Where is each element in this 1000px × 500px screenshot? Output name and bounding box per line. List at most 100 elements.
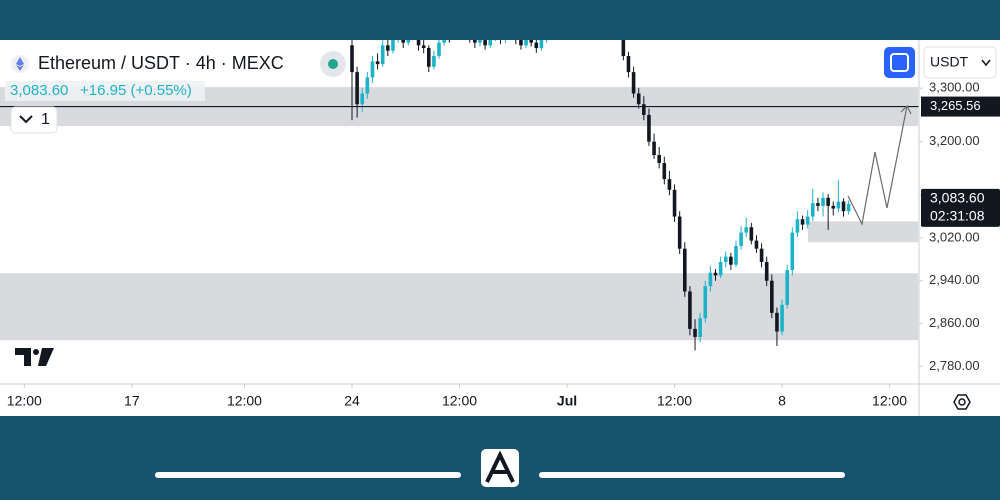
y-tick-label: 2,780.00 — [929, 358, 980, 373]
candle-body — [795, 219, 800, 233]
candle-body — [816, 203, 820, 206]
candle-body — [770, 280, 774, 313]
currency-select[interactable] — [923, 46, 997, 79]
indicator-toggle[interactable] — [10, 106, 58, 134]
candle-body — [734, 245, 738, 265]
price-tag — [921, 188, 1000, 227]
x-tick-label: 8 — [778, 393, 786, 409]
candle-body — [473, 40, 477, 43]
legend-change: +16.95 (+0.55%) — [80, 82, 192, 99]
candle-body — [401, 40, 405, 43]
candle-body — [846, 203, 851, 212]
countdown: 02:31:08 — [930, 208, 985, 224]
indicator-count: 1 — [41, 111, 50, 128]
tv-logo-dot — [33, 349, 39, 355]
candle-body — [775, 312, 779, 332]
fullscreen-icon — [890, 53, 909, 72]
candle-body — [524, 40, 528, 46]
y-tick-label: 2,940.00 — [929, 272, 980, 287]
candle-body — [621, 40, 626, 57]
candle-body — [386, 45, 390, 51]
candle-body — [688, 291, 692, 329]
candle-body — [764, 262, 769, 281]
currency-label: USDT — [930, 54, 969, 70]
candle-body — [647, 114, 651, 142]
price-label: 3,083.60 — [930, 190, 985, 206]
candle-body — [677, 216, 682, 249]
candle-body — [826, 197, 830, 206]
projection-drawing — [847, 105, 908, 226]
tv-logo — [15, 348, 31, 366]
tv-logo-slash — [38, 348, 54, 366]
candle-body — [729, 256, 733, 265]
candle-body — [406, 40, 411, 43]
candle-body — [780, 304, 784, 332]
candle-body — [350, 45, 354, 73]
candle-body — [360, 93, 365, 105]
market-status-dot — [328, 59, 338, 69]
candle-body — [636, 93, 641, 105]
candle-body — [800, 219, 805, 225]
candle-body — [626, 56, 631, 73]
candle-body — [667, 179, 672, 190]
fullscreen-button[interactable] — [884, 47, 915, 78]
candle-body — [375, 61, 380, 65]
candle-body — [432, 56, 436, 67]
x-tick-label: 24 — [344, 393, 360, 409]
y-tick-label: 3,020.00 — [929, 229, 980, 244]
candle-body — [416, 40, 421, 46]
candle-body — [744, 227, 749, 233]
candle-body — [488, 40, 493, 46]
x-tick-label: 12:00 — [7, 393, 42, 409]
projection-arrowhead — [900, 104, 912, 115]
brand-logo-glyph — [485, 450, 515, 483]
candle-body — [483, 40, 487, 46]
candle-body — [821, 197, 825, 206]
level-tag — [921, 96, 1000, 117]
candle-body — [519, 40, 523, 46]
candle-body — [355, 72, 359, 105]
candle-body — [718, 262, 723, 276]
eth-icon-glyph — [16, 57, 24, 71]
candle-body — [708, 272, 713, 287]
candle-body — [749, 227, 754, 241]
x-tick-label: 12:00 — [442, 393, 477, 409]
currency-chevron — [981, 59, 991, 67]
chart-title: Ethereum / USDT · 4h · MEXC — [38, 53, 284, 73]
candle-body — [539, 40, 544, 49]
candle-body — [785, 270, 789, 305]
candle-body — [739, 232, 743, 246]
candle-body — [421, 45, 426, 49]
candle-body — [790, 232, 795, 271]
y-tick-label: 3,200.00 — [929, 133, 980, 148]
candle-body — [672, 189, 677, 217]
candle-body — [478, 40, 482, 43]
candle-body — [642, 104, 646, 115]
candle-body — [652, 141, 656, 156]
candle-body — [534, 42, 539, 49]
candle-body — [698, 318, 702, 337]
candle-body — [682, 248, 687, 292]
candle-body — [631, 72, 636, 94]
zone — [0, 273, 918, 341]
x-tick-label: 17 — [124, 393, 140, 409]
candle-body — [662, 163, 667, 180]
candle-body — [836, 201, 841, 209]
candle-body — [810, 203, 815, 217]
candle-body — [693, 328, 697, 337]
candle-body — [365, 77, 370, 94]
x-tick-label: 12:00 — [657, 393, 692, 409]
candle-body — [759, 248, 764, 263]
legend-bg — [5, 81, 205, 101]
settings-icon — [958, 398, 966, 406]
candle-body — [657, 155, 661, 164]
top-band — [0, 0, 1000, 40]
level-label: 3,265.56 — [930, 98, 981, 113]
candle-body — [805, 216, 810, 225]
chevron — [19, 115, 33, 124]
y-tick-label: 2,860.00 — [929, 315, 980, 330]
candle-body — [703, 286, 708, 319]
candle-body — [529, 40, 533, 43]
settings-button[interactable] — [953, 394, 971, 410]
